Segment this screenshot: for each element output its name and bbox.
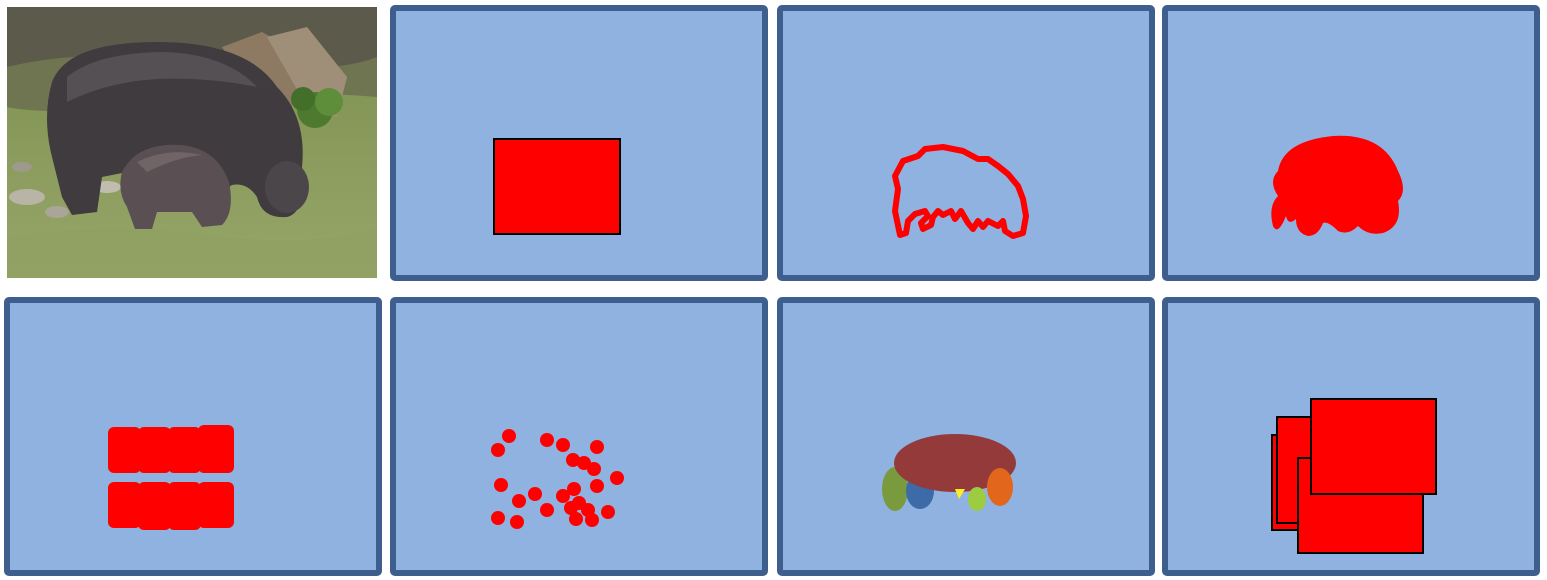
parts-mask — [882, 434, 1016, 511]
leg-part — [955, 489, 965, 499]
point-clicks-panel — [390, 297, 768, 576]
rectangle-mask — [493, 138, 621, 235]
polygon-outline-panel — [777, 5, 1155, 281]
outline-mask — [892, 144, 1029, 239]
part-segments-canvas — [783, 303, 1149, 570]
superpixel-grid-canvas — [10, 303, 376, 570]
head-part — [987, 468, 1013, 506]
blob-mask — [1271, 135, 1403, 236]
dots-mask — [491, 429, 624, 529]
leg-part — [882, 467, 908, 511]
hippo-photo — [7, 7, 377, 278]
boxes-mask — [1271, 398, 1437, 554]
bounding-box-panel — [390, 5, 768, 281]
multiple-boxes-canvas — [1168, 303, 1534, 570]
superpixel-grid-panel — [4, 297, 382, 576]
grid-mask — [108, 425, 234, 530]
point-clicks-canvas — [396, 303, 762, 570]
bounding-box-canvas — [396, 11, 762, 275]
leg-part — [968, 487, 986, 511]
segmentation-mask-canvas — [1168, 11, 1534, 275]
segmentation-mask-panel — [1162, 5, 1540, 281]
polygon-outline-canvas — [783, 11, 1149, 275]
hippo-photo-image — [7, 7, 377, 278]
body-part — [894, 434, 1016, 492]
multiple-boxes-panel — [1162, 297, 1540, 576]
part-segments-panel — [777, 297, 1155, 576]
